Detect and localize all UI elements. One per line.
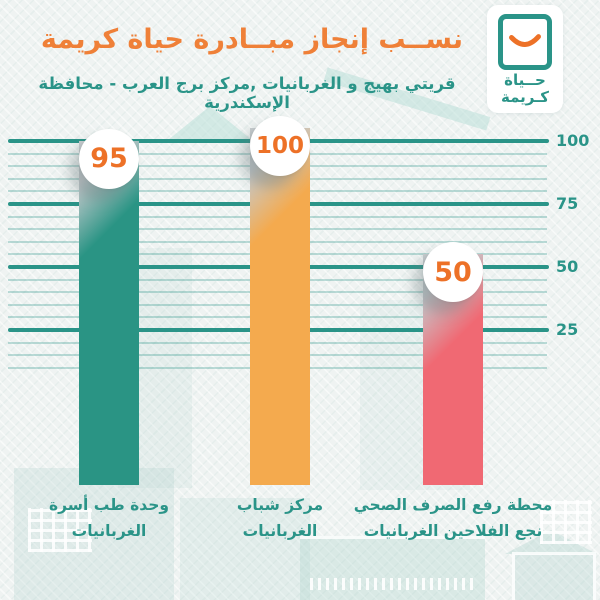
bar-label-line2: نجع الفلاحين الغربانيات [363,522,543,540]
logo-frame [498,14,552,70]
logo-text-line2: كـريمة [501,88,549,106]
bar-label-line2: الغربانيات [71,522,147,540]
value-bubble: 100 [250,116,310,176]
value-bubble: 95 [79,128,139,189]
y-axis-tick-label: 25 [556,320,579,339]
page-title: نســب إنجاز مبــادرة حياة كريمة [40,24,464,55]
bar-category-label: مركز شباب الغربانيات [190,492,370,544]
y-axis-tick-label: 75 [556,194,579,213]
bar-label-line1: محطة رفع الصرف الصحي [353,496,553,514]
bar-2 [250,128,310,485]
bar-category-label: محطة رفع الصرف الصحي نجع الفلاحين الغربان… [346,492,561,544]
smile-icon [509,34,541,47]
page-subtitle: قريتي بهيج و الغربانيات ,مركز برج العرب … [38,74,456,112]
bar-label-line1: وحدة طب أسرة [48,496,170,514]
bg-warehouse-shape [512,552,596,600]
value-bubble: 50 [423,242,483,302]
logo-text-line1: حــياة [504,71,546,89]
bar-label-line2: الغربانيات [242,522,318,540]
bg-shed-shape [300,536,485,600]
logo-text: حــياة كـريمة [487,72,563,106]
bar-1 [79,140,139,485]
hayah-karima-logo: حــياة كـريمة [487,5,563,113]
y-axis-tick-label: 50 [556,257,579,276]
bar-category-label: وحدة طب أسرة الغربانيات [19,492,199,544]
bg-dots-row [310,578,475,590]
y-axis-tick-label: 100 [556,131,590,150]
bar-label-line1: مركز شباب [236,496,324,514]
